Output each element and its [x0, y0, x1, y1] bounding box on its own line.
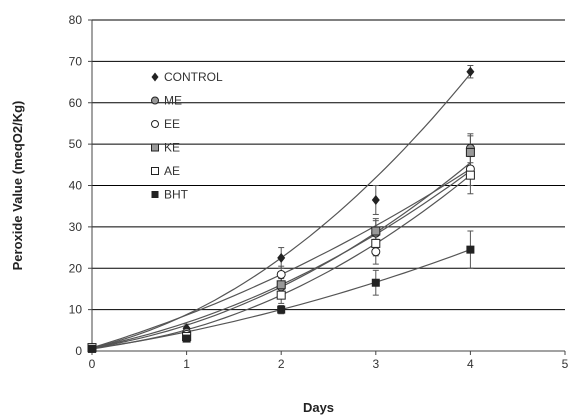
legend-marker-ke: [151, 143, 159, 152]
marker-control-2: [277, 252, 286, 263]
tick-labels: 0 10 20 30 40 50 60 70 80 0 1 2 3 4 5: [69, 13, 569, 371]
y-axis-title: Peroxide Value (meqO2/Kg): [10, 101, 25, 271]
legend-label-control: CONTROL: [164, 70, 223, 84]
legend-marker-me: [151, 96, 159, 105]
marker-ke-2: [276, 280, 286, 290]
marker-ae-3: [371, 238, 381, 248]
legend-label-ae: AE: [164, 164, 180, 178]
y-tick-label-10: 10: [69, 303, 83, 317]
marker-ae-2: [276, 290, 286, 300]
data-markers: [87, 66, 475, 353]
legend-marker-bht: [151, 191, 159, 198]
y-tick-label-0: 0: [75, 344, 82, 358]
legend-marker-ae: [151, 167, 159, 175]
marker-bht-4: [466, 245, 475, 254]
y-tick-label-50: 50: [69, 137, 83, 151]
legend-marker-ee: [151, 120, 159, 128]
x-tick-label-1: 1: [183, 357, 190, 371]
marker-bht-3: [371, 278, 380, 287]
marker-bht-0: [88, 344, 96, 353]
y-tick-label-20: 20: [69, 261, 83, 275]
marker-ae-4: [465, 170, 475, 180]
marker-ee-2: [276, 269, 286, 279]
y-tick-label-60: 60: [69, 96, 83, 110]
legend-label-bht: BHT: [164, 188, 189, 202]
x-tick-label-3: 3: [372, 357, 379, 371]
y-tick-label-40: 40: [69, 179, 83, 193]
marker-bht-2: [277, 305, 286, 314]
x-tick-label-0: 0: [89, 357, 96, 371]
x-tick-label-2: 2: [278, 357, 285, 371]
grid-lines: [92, 19, 565, 311]
marker-control-3: [371, 194, 380, 205]
legend: CONTROL ME EE KE AE BHT: [151, 70, 223, 202]
legend-label-ee: EE: [164, 117, 180, 131]
legend-marker-control: [151, 72, 159, 82]
legend-label-me: ME: [164, 94, 182, 108]
y-tick-label-30: 30: [69, 220, 83, 234]
marker-bht-1: [182, 334, 191, 343]
x-tick-label-4: 4: [467, 357, 474, 371]
marker-control-4: [466, 66, 475, 77]
x-tick-label-5: 5: [562, 357, 569, 371]
y-tick-label-70: 70: [69, 54, 83, 68]
marker-ke-3: [371, 226, 381, 236]
y-tick-label-80: 80: [69, 13, 83, 27]
marker-ee-3: [371, 247, 381, 257]
legend-label-ke: KE: [164, 141, 180, 155]
marker-ke-4: [465, 147, 475, 157]
x-axis-title: Days: [303, 400, 334, 415]
